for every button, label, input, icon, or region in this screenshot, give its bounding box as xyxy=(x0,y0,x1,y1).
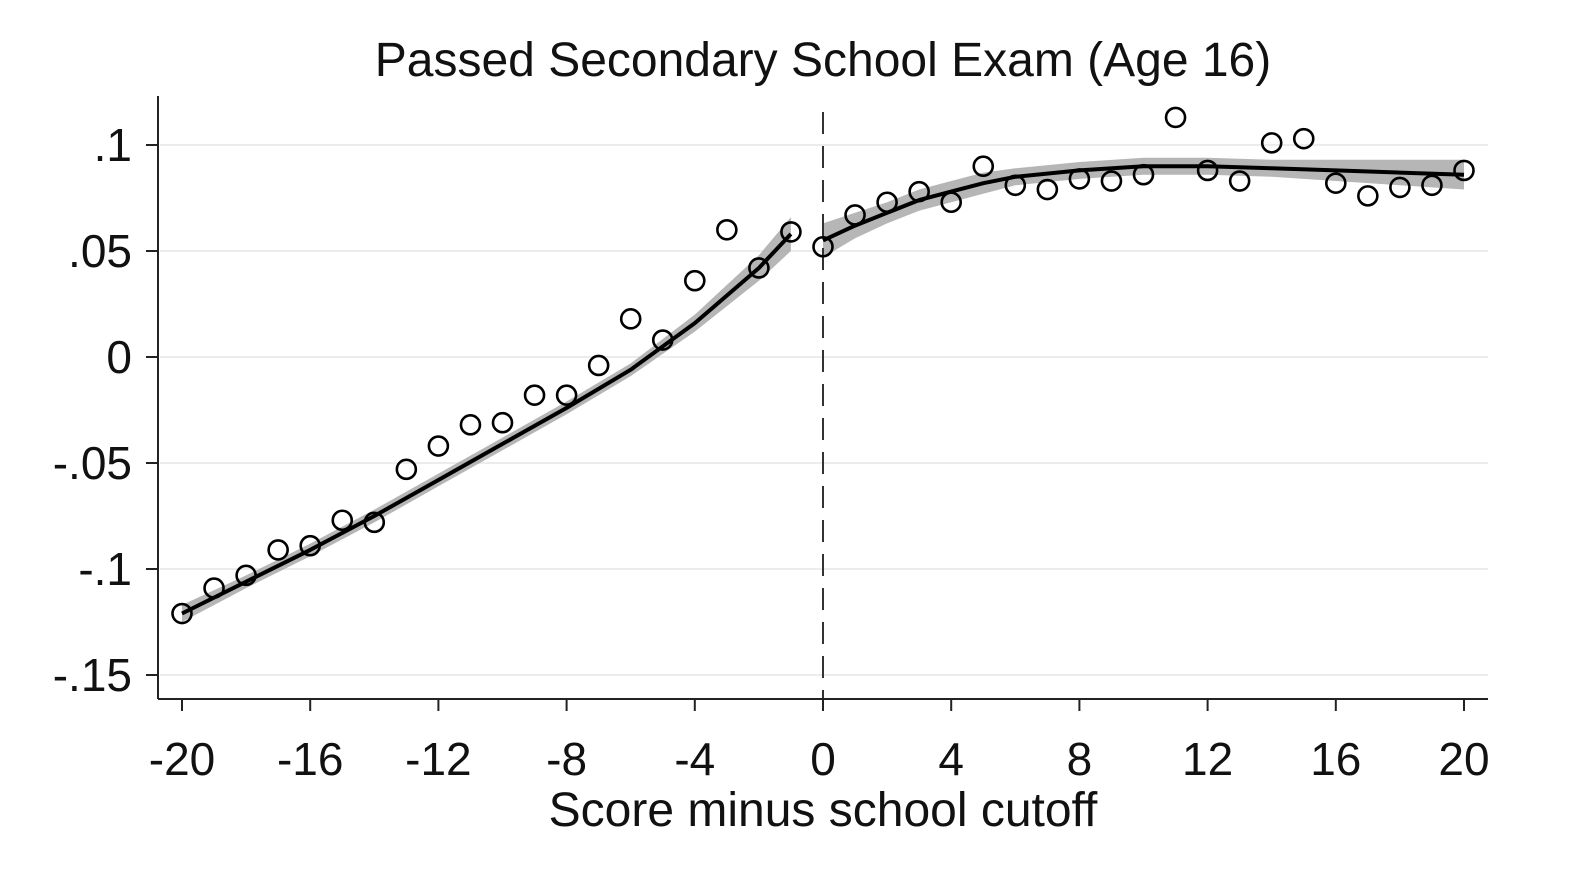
x-tick-label: -12 xyxy=(405,733,471,785)
x-tick-label: -8 xyxy=(546,733,587,785)
y-tick-label: 0 xyxy=(106,331,132,383)
y-tick-label: -.15 xyxy=(53,649,132,701)
ticks: .1 .05 0 -.05 -.1 -.15 -20 -16 -12 -8 -4 0 4 8 12 16 20 xyxy=(53,119,1490,785)
data-point xyxy=(1325,172,1347,194)
data-point xyxy=(972,155,995,177)
data-point xyxy=(1164,106,1187,129)
data-points xyxy=(171,106,1475,625)
data-point xyxy=(780,221,802,243)
data-point xyxy=(555,384,578,406)
data-point xyxy=(459,414,482,436)
ci-band-left xyxy=(182,217,791,622)
chart-title: Passed Secondary School Exam (Age 16) xyxy=(375,34,1271,87)
data-point xyxy=(812,235,834,258)
data-point xyxy=(171,602,193,625)
data-point xyxy=(1453,159,1475,182)
data-point xyxy=(1292,127,1315,150)
x-tick-label: 8 xyxy=(1067,733,1093,785)
data-point xyxy=(395,458,418,481)
y-tick-label: -.05 xyxy=(53,437,132,489)
x-tick-label: -20 xyxy=(149,733,215,785)
x-tick-label: 16 xyxy=(1310,733,1361,785)
data-point xyxy=(587,354,610,377)
data-point xyxy=(940,191,963,214)
data-point xyxy=(1004,174,1027,197)
data-point xyxy=(748,257,770,279)
data-point xyxy=(235,564,257,587)
data-point xyxy=(908,180,930,203)
y-tick-label: -.1 xyxy=(78,543,132,595)
data-point xyxy=(683,269,706,292)
x-tick-label: 4 xyxy=(938,733,964,785)
data-point xyxy=(491,411,514,434)
data-point xyxy=(619,308,642,330)
data-point xyxy=(844,204,866,226)
data-point xyxy=(1260,132,1283,154)
data-point xyxy=(331,509,354,532)
data-point xyxy=(523,384,546,406)
data-point xyxy=(1357,185,1379,207)
data-point xyxy=(1389,176,1411,199)
data-point xyxy=(1100,170,1123,192)
x-tick-label: 0 xyxy=(810,733,836,785)
x-tick-label: 12 xyxy=(1182,733,1233,785)
data-point xyxy=(267,539,289,561)
data-point xyxy=(363,511,386,534)
y-tick-label: .1 xyxy=(94,119,132,171)
fit-line-left xyxy=(181,232,793,616)
data-point xyxy=(203,577,225,599)
data-point xyxy=(716,219,738,241)
data-point xyxy=(1228,170,1251,192)
x-tick-label: 20 xyxy=(1438,733,1489,785)
data-point xyxy=(1196,159,1219,182)
x-axis-title: Score minus school cutoff xyxy=(549,784,1098,837)
data-point xyxy=(299,534,322,557)
y-tick-label: .05 xyxy=(68,225,132,277)
x-tick-label: -4 xyxy=(674,733,715,785)
data-point xyxy=(651,329,674,351)
data-point xyxy=(1421,174,1443,197)
data-point xyxy=(1036,178,1059,201)
data-point xyxy=(1068,168,1091,190)
data-point xyxy=(876,191,898,214)
data-point xyxy=(427,435,450,457)
x-tick-label: -16 xyxy=(277,733,343,785)
data-point xyxy=(1132,163,1155,186)
